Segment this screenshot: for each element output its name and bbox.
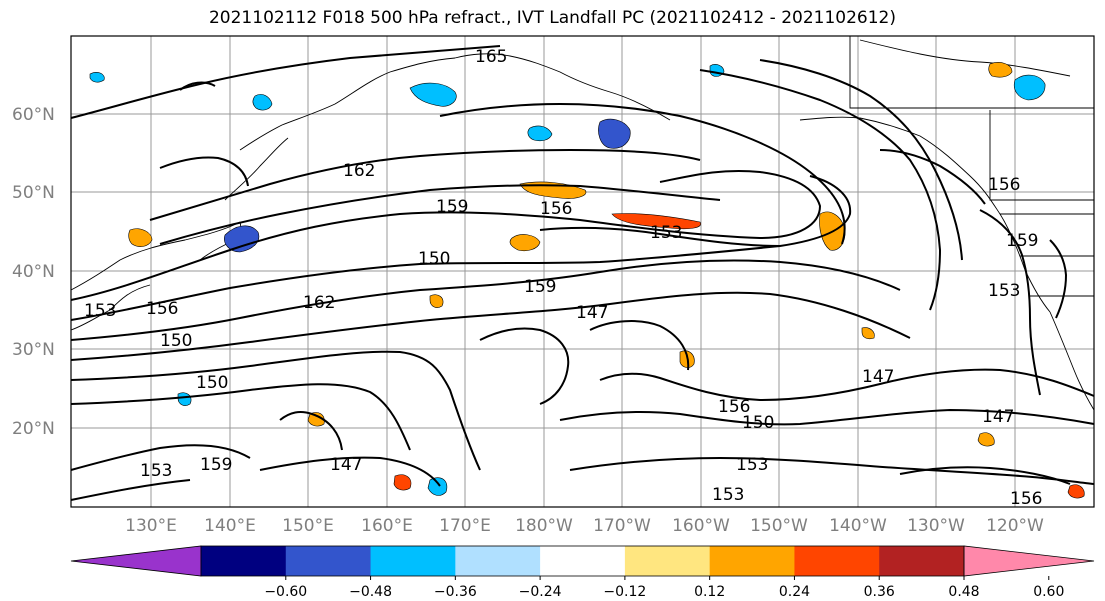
colorbar-tick-label: −0.36 xyxy=(434,584,477,600)
contour-label: 153 xyxy=(84,301,116,321)
contour-label: 150 xyxy=(196,373,228,393)
contour-label: 159 xyxy=(1006,231,1038,251)
contour-label: 147 xyxy=(330,455,362,475)
colorbar-segment xyxy=(624,546,711,576)
colorbar-tick-label: 0.12 xyxy=(694,584,725,600)
colorbar-ticks: −0.60 −0.48 −0.36 −0.24 −0.12 0.12 0.24 0.36 0.4… xyxy=(264,576,1064,600)
lon-label: 150°W xyxy=(750,516,808,536)
contour-label: 165 xyxy=(475,47,507,67)
colorbar-tick-label: 0.24 xyxy=(779,584,810,600)
contour-label: 156 xyxy=(1010,489,1042,509)
colorbar-segment xyxy=(201,546,287,576)
contour-label: 147 xyxy=(982,407,1014,427)
lon-label: 160°E xyxy=(361,516,413,536)
contour-label: 162 xyxy=(343,161,375,181)
lon-label: 130°W xyxy=(907,516,965,536)
colorbar-segment xyxy=(455,546,541,576)
contour-label: 153 xyxy=(736,455,768,475)
contour-label: 150 xyxy=(160,331,192,351)
colorbar-extend-low xyxy=(70,545,202,577)
contour-lines xyxy=(70,45,1095,501)
colorbar-segment xyxy=(370,546,456,576)
contour-label: 150 xyxy=(418,249,450,269)
contour-label: 159 xyxy=(436,197,468,217)
contour-label: 156 xyxy=(988,175,1020,195)
contour-label: 147 xyxy=(576,303,608,323)
colorbar-segment xyxy=(540,546,626,576)
lon-label: 150°E xyxy=(282,516,334,536)
lon-label: 140°E xyxy=(204,516,256,536)
contour-label: 153 xyxy=(988,281,1020,301)
contour-label: 159 xyxy=(200,455,232,475)
contour-label: 156 xyxy=(718,397,750,417)
lon-label: 140°W xyxy=(829,516,887,536)
contour-label-group: 165 162 159 156 153 150 147 162 159 156 … xyxy=(84,47,1042,509)
contour-label: 156 xyxy=(540,199,572,219)
contour-label: 153 xyxy=(712,485,744,505)
colorbar-tick-label: −0.48 xyxy=(349,584,392,600)
map-panel: 165 162 159 156 153 150 147 162 159 156 … xyxy=(70,35,1095,509)
lon-label: 180°W xyxy=(515,516,573,536)
contour-label: 162 xyxy=(303,293,335,313)
colorbar-extend-high xyxy=(963,545,1095,577)
lat-label: 50°N xyxy=(12,183,55,203)
colorbar-tick-label: −0.24 xyxy=(519,584,562,600)
colorbar xyxy=(70,545,1095,577)
latitude-labels: 60°N 50°N 40°N 30°N 20°N xyxy=(12,105,55,439)
lon-label: 160°W xyxy=(672,516,730,536)
lon-label: 120°W xyxy=(986,516,1044,536)
lon-label: 170°W xyxy=(593,516,651,536)
colorbar-tick-label: 0.36 xyxy=(864,584,895,600)
contour-label: 147 xyxy=(862,367,894,387)
colorbar-segment xyxy=(285,546,372,576)
graticule xyxy=(71,36,1094,507)
map-title: 2021102112 F018 500 hPa refract., IVT La… xyxy=(208,8,896,28)
lon-label: 170°E xyxy=(439,516,491,536)
colorbar-tick-label: 0.60 xyxy=(1033,584,1064,600)
lon-label: 130°E xyxy=(125,516,177,536)
lat-label: 20°N xyxy=(12,419,55,439)
colorbar-segment xyxy=(794,546,880,576)
colorbar-tick-label: −0.12 xyxy=(603,584,646,600)
contour-label: 159 xyxy=(524,277,556,297)
longitude-labels: 130°E 140°E 150°E 160°E 170°E 180°W 170°… xyxy=(125,516,1044,536)
contour-label: 156 xyxy=(146,299,178,319)
colorbar-tick-label: −0.60 xyxy=(264,584,307,600)
colorbar-segment xyxy=(879,546,965,576)
colorbar-segment xyxy=(709,546,795,576)
contour-label: 153 xyxy=(650,223,682,243)
shaded-anomalies xyxy=(89,62,1085,499)
contour-label: 153 xyxy=(140,461,172,481)
contour-label: 150 xyxy=(742,413,774,433)
colorbar-tick-label: 0.48 xyxy=(948,584,979,600)
lat-label: 30°N xyxy=(12,340,55,360)
lat-label: 60°N xyxy=(12,105,55,125)
lat-label: 40°N xyxy=(12,262,55,282)
